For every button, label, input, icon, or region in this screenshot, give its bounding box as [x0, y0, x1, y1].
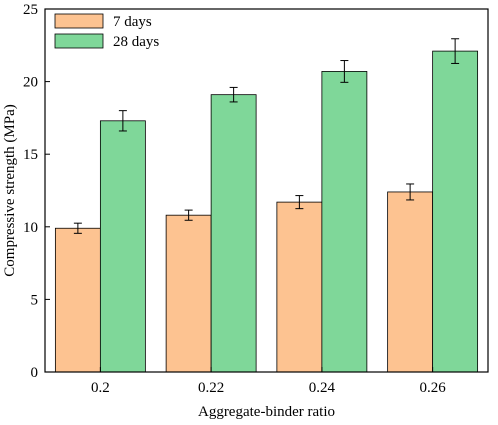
bar-series1-0.24: [276, 201, 323, 373]
legend-label-28-days: 28 days: [113, 34, 159, 50]
bar-series2-0.22: [210, 94, 257, 373]
legend-label-7-days: 7 days: [113, 14, 152, 30]
x-tick-label: 0.26: [420, 380, 447, 396]
x-tick-label: 0.2: [91, 380, 110, 396]
y-tick-label: 25: [23, 2, 38, 18]
y-tick-label: 10: [23, 220, 38, 236]
legend-swatch-7-days: [54, 13, 104, 29]
bar-series2-0.26: [432, 50, 479, 373]
bars-layer: [54, 50, 479, 373]
x-tick-label: 0.24: [309, 380, 336, 396]
x-axis: 0.2 0.22 0.24 0.26: [91, 367, 446, 396]
legend-swatch-28-days: [54, 33, 104, 49]
bar-series2-0.2: [99, 120, 146, 373]
plot-frame: [44, 8, 489, 373]
y-tick-label: 5: [31, 292, 39, 308]
y-tick-label: 20: [23, 75, 38, 91]
bar-series1-0.2: [54, 227, 101, 373]
bar-series1-0.26: [387, 191, 434, 373]
x-axis-label: Aggregate-binder ratio: [198, 404, 335, 420]
y-axis-label: Compressive strength (MPa): [2, 104, 18, 276]
y-axis: 0 5 10 15 20 25: [23, 2, 50, 381]
bar-series2-0.24: [321, 71, 368, 373]
y-tick-label: 0: [31, 365, 39, 381]
legend: 7 days 28 days: [54, 13, 159, 50]
bar-series1-0.22: [165, 214, 212, 373]
x-tick-label: 0.22: [198, 380, 224, 396]
y-tick-label: 15: [23, 147, 38, 163]
error-bars-layer: [73, 38, 460, 234]
